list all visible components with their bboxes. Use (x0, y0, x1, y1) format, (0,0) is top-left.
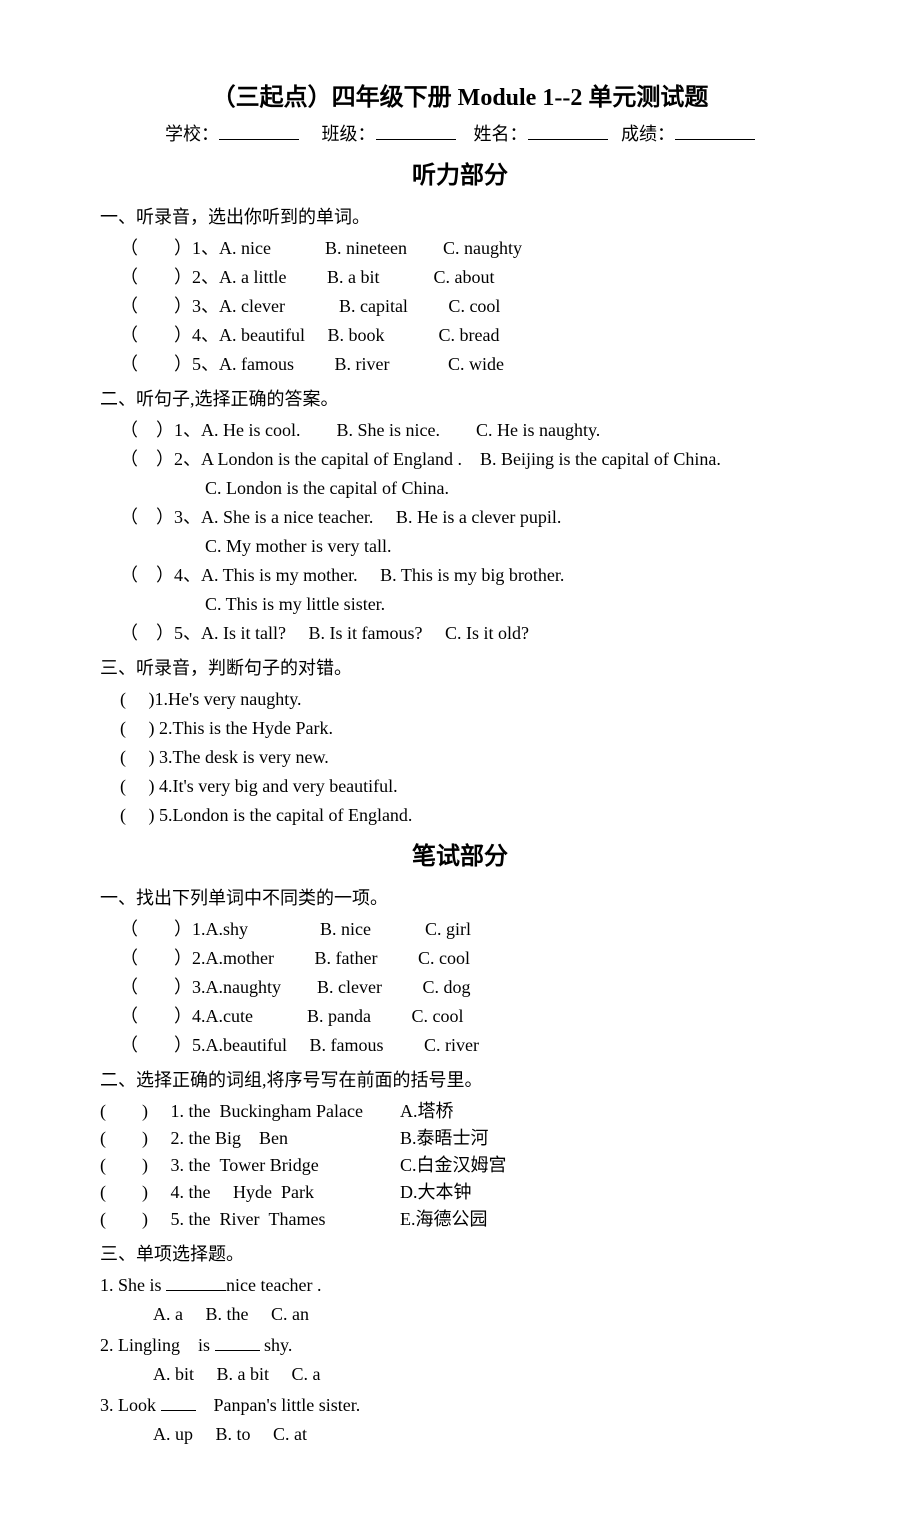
listening-q2-item: （ ）2、A London is the capital of England … (120, 446, 820, 473)
written-q1-item: （ ）2.A.mother B. father C. cool (120, 945, 820, 972)
listening-q1-item: （ ）4、A. beautiful B. book C. bread (120, 322, 820, 349)
stem-post: shy. (260, 1335, 293, 1355)
match-right: E.海德公园 (400, 1209, 488, 1229)
class-blank[interactable] (376, 139, 456, 140)
written-q2-item: ( ) 1. the Buckingham PalaceA.塔桥 (100, 1098, 820, 1125)
match-left: ( ) 5. the River Thames (100, 1206, 400, 1233)
match-right: B.泰晤士河 (400, 1128, 489, 1148)
match-left: ( ) 1. the Buckingham Palace (100, 1098, 400, 1125)
fill-blank[interactable] (215, 1350, 260, 1351)
written-title: 笔试部分 (100, 839, 820, 875)
school-blank[interactable] (219, 139, 299, 140)
listening-q3-item: ( )1.He's very naughty. (120, 686, 820, 713)
score-label: 成绩： (621, 124, 675, 144)
fill-blank[interactable] (166, 1290, 226, 1291)
listening-q3-item: ( ) 2.This is the Hyde Park. (120, 715, 820, 742)
written-q1-heading: 一、找出下列单词中不同类的一项。 (100, 885, 820, 912)
written-q2-item: ( ) 3. the Tower BridgeC.白金汉姆宫 (100, 1152, 820, 1179)
listening-q3-item: ( ) 4.It's very big and very beautiful. (120, 773, 820, 800)
match-left: ( ) 4. the Hyde Park (100, 1179, 400, 1206)
stem-post: nice teacher . (226, 1275, 321, 1295)
listening-q2-item-sub: C. My mother is very tall. (205, 533, 820, 560)
written-q1-item: （ ）3.A.naughty B. clever C. dog (120, 974, 820, 1001)
written-q1-item: （ ）4.A.cute B. panda C. cool (120, 1003, 820, 1030)
listening-q3-item: ( ) 5.London is the capital of England. (120, 802, 820, 829)
listening-q1-item: （ ）1、A. nice B. nineteen C. naughty (120, 235, 820, 262)
name-blank[interactable] (528, 139, 608, 140)
score-blank[interactable] (675, 139, 755, 140)
listening-q3-heading: 三、听录音，判断句子的对错。 (100, 655, 820, 682)
stem-post: Panpan's little sister. (196, 1395, 361, 1415)
listening-q1-item: （ ）5、A. famous B. river C. wide (120, 351, 820, 378)
written-q3-heading: 三、单项选择题。 (100, 1241, 820, 1268)
listening-q1-heading: 一、听录音，选出你听到的单词。 (100, 204, 820, 231)
listening-q2-item-sub: C. This is my little sister. (205, 591, 820, 618)
listening-q1-item: （ ）3、A. clever B. capital C. cool (120, 293, 820, 320)
name-label: 姓名： (474, 124, 528, 144)
document-title: （三起点）四年级下册 Module 1--2 单元测试题 (100, 80, 820, 116)
written-q1-item: （ ）1.A.shy B. nice C. girl (120, 916, 820, 943)
match-right: D.大本钟 (400, 1182, 472, 1202)
written-q3-choices: A. up B. to C. at (135, 1421, 820, 1448)
written-q2-heading: 二、选择正确的词组,将序号写在前面的括号里。 (100, 1067, 820, 1094)
written-q3-choices: A. a B. the C. an (135, 1301, 820, 1328)
school-label: 学校： (165, 124, 219, 144)
written-q2-item: ( ) 2. the Big BenB.泰晤士河 (100, 1125, 820, 1152)
written-q3-question: 1. She is nice teacher . (100, 1272, 820, 1299)
written-q3-choices: A. bit B. a bit C. a (135, 1361, 820, 1388)
listening-q2-item: （ ）1、A. He is cool. B. She is nice. C. H… (120, 417, 820, 444)
written-q2-item: ( ) 5. the River ThamesE.海德公园 (100, 1206, 820, 1233)
listening-q1-item: （ ）2、A. a little B. a bit C. about (120, 264, 820, 291)
listening-q2-heading: 二、听句子,选择正确的答案。 (100, 386, 820, 413)
written-q3-question: 2. Lingling is shy. (100, 1332, 820, 1359)
match-right: C.白金汉姆宫 (400, 1155, 507, 1175)
fill-blank[interactable] (161, 1410, 196, 1411)
match-right: A.塔桥 (400, 1101, 454, 1121)
info-line: 学校： 班级： 姓名： 成绩： (100, 121, 820, 148)
stem-pre: 2. Lingling is (100, 1335, 215, 1355)
listening-q2-item: （ ）3、A. She is a nice teacher. B. He is … (120, 504, 820, 531)
listening-title: 听力部分 (100, 158, 820, 194)
written-q2-item: ( ) 4. the Hyde ParkD.大本钟 (100, 1179, 820, 1206)
stem-pre: 3. Look (100, 1395, 161, 1415)
class-label: 班级： (322, 124, 376, 144)
written-q3-question: 3. Look Panpan's little sister. (100, 1392, 820, 1419)
listening-q3-item: ( ) 3.The desk is very new. (120, 744, 820, 771)
written-q1-item: （ ）5.A.beautiful B. famous C. river (120, 1032, 820, 1059)
listening-q2-item: （ ）5、A. Is it tall? B. Is it famous? C. … (120, 620, 820, 647)
listening-q2-item-sub: C. London is the capital of China. (205, 475, 820, 502)
match-left: ( ) 2. the Big Ben (100, 1125, 400, 1152)
stem-pre: 1. She is (100, 1275, 166, 1295)
listening-q2-item: （ ）4、A. This is my mother. B. This is my… (120, 562, 820, 589)
match-left: ( ) 3. the Tower Bridge (100, 1152, 400, 1179)
